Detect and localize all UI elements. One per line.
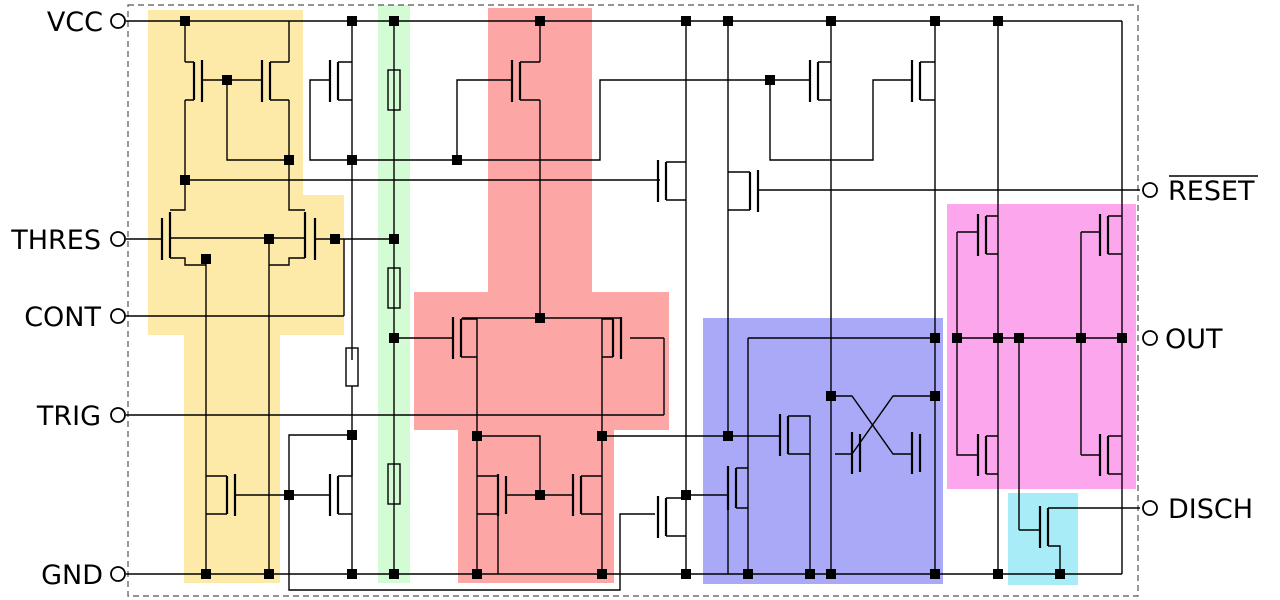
threshold-comparator-highlight	[148, 10, 344, 583]
junction-dots	[180, 16, 1127, 579]
resistor-divider	[387, 21, 401, 574]
output-bias	[769, 21, 999, 574]
out-terminal	[1142, 330, 1158, 346]
vcc-pin-label: VCC	[47, 7, 103, 38]
flip-flop	[686, 337, 935, 574]
disch-pin-label: DISCH	[1168, 494, 1253, 525]
gnd-pin-label: GND	[41, 560, 103, 591]
threshold-comparator	[155, 21, 660, 574]
flip-flop-highlight	[703, 318, 943, 584]
thres-terminal	[110, 231, 126, 247]
out-pin-label: OUT	[1165, 324, 1223, 355]
disch-terminal	[1142, 500, 1158, 516]
reset-terminal	[1142, 182, 1158, 198]
output-stage	[956, 214, 1122, 530]
reset-pin-label: RESET	[1168, 176, 1255, 207]
trig-terminal	[110, 407, 126, 423]
trig-pin-label: TRIG	[36, 401, 101, 432]
cont-terminal	[110, 308, 126, 324]
thres-pin-label: THRES	[10, 225, 101, 256]
gnd-terminal	[110, 566, 126, 582]
trigger-comparator	[394, 21, 728, 574]
chip-boundary	[127, 4, 1139, 597]
block-threshold-comparator	[148, 10, 344, 583]
discharge-transistor	[1019, 506, 1140, 574]
cont-pin-label: CONT	[24, 302, 101, 333]
vcc-terminal	[110, 13, 126, 29]
